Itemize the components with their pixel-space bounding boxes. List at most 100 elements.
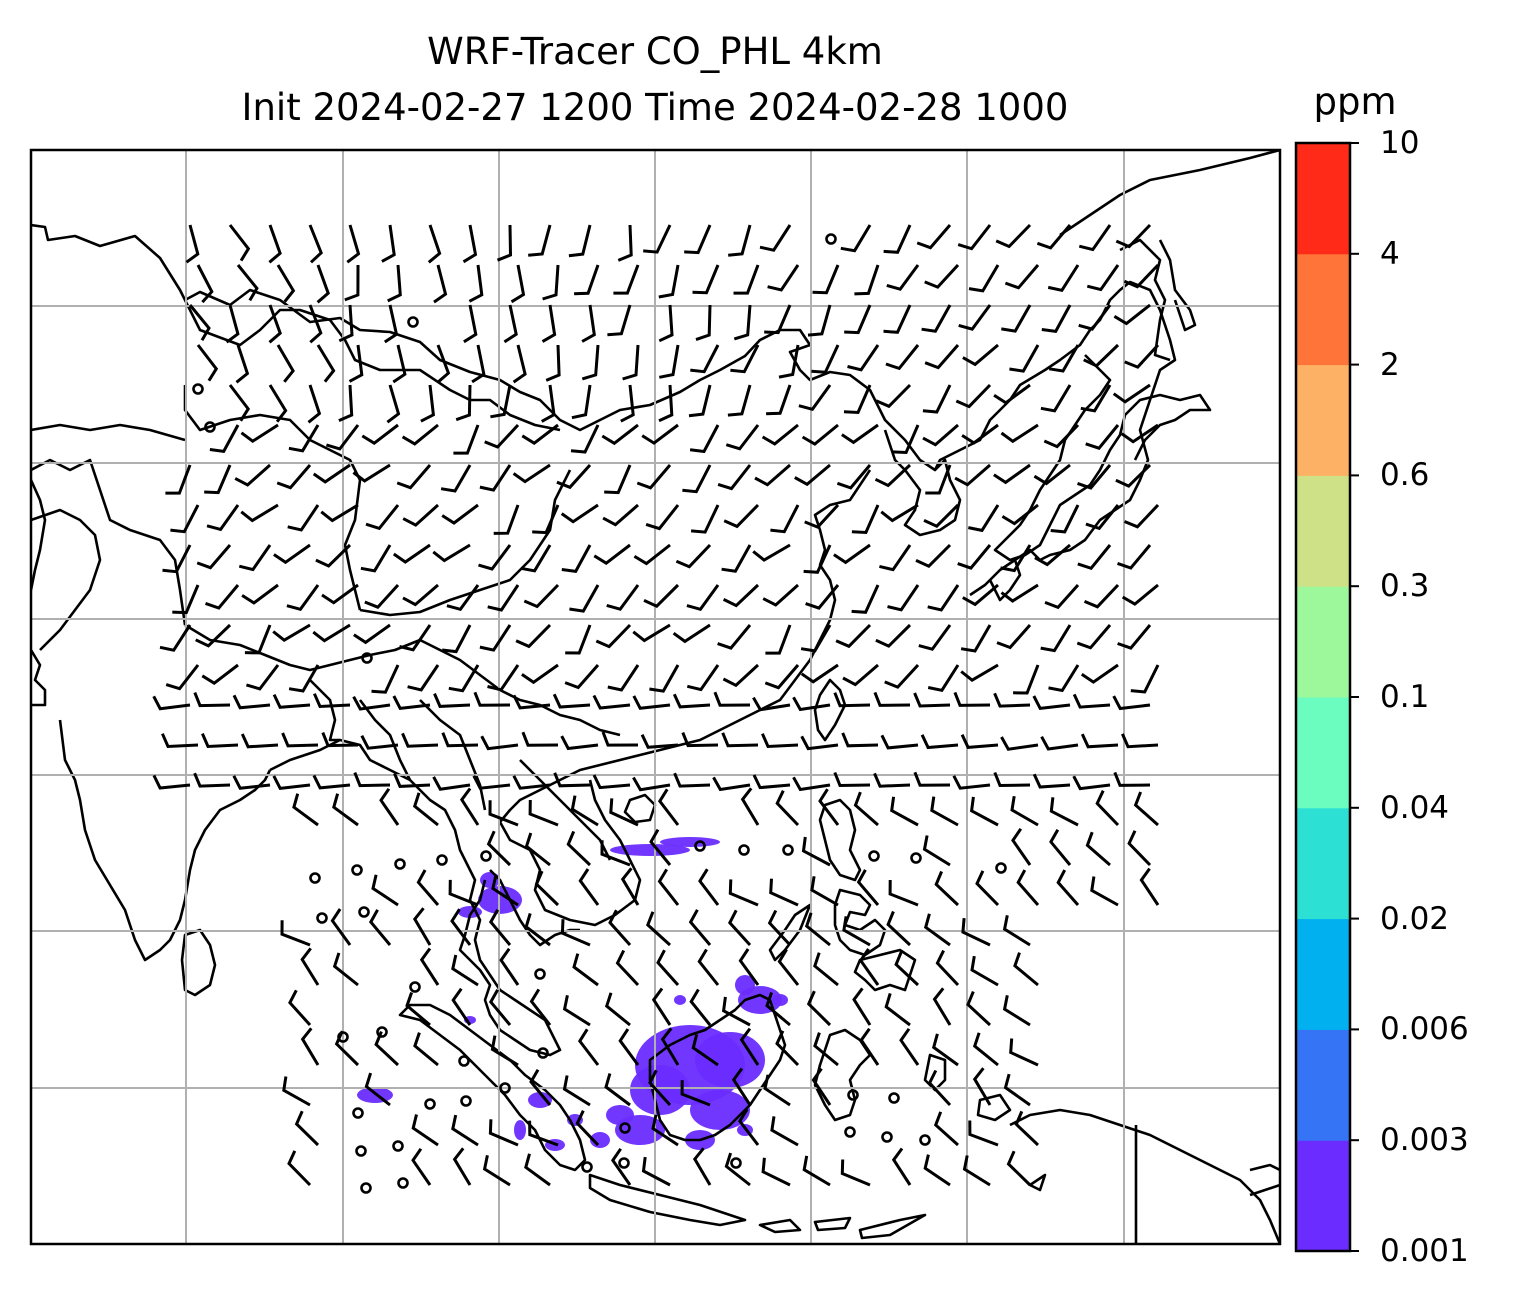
wind-barb [995, 223, 1032, 249]
tracer-patch [606, 1105, 634, 1125]
wind-barb [325, 424, 360, 451]
wind-barb [602, 503, 639, 527]
colorbar-segment [1296, 253, 1350, 366]
wind-barb [962, 583, 999, 607]
wind-barb [883, 224, 912, 254]
wind-barb [1115, 223, 1152, 249]
wind-barb [392, 695, 431, 711]
wind-barb [523, 583, 560, 609]
wind-barb [245, 664, 280, 691]
colorbar-tick-label: 10 [1380, 125, 1420, 161]
wind-barb [842, 916, 871, 947]
wind-barb [392, 344, 407, 384]
colorbar [1294, 141, 1359, 1253]
wind-barb [412, 792, 439, 827]
coastline-india [31, 649, 272, 962]
wind-barb [764, 304, 792, 335]
wind-barb [930, 796, 959, 827]
wind-barb [308, 304, 323, 344]
wind-barb [499, 947, 520, 986]
coastline-lesser-sunda [758, 1213, 927, 1240]
wind-barb [733, 264, 760, 295]
colorbar-tick-label: 0.02 [1380, 900, 1450, 937]
wind-barb [353, 623, 391, 645]
wind-barb [764, 664, 800, 690]
wind-barb [491, 874, 519, 907]
colorbar-segment [1296, 586, 1350, 698]
wind-barb [510, 264, 526, 304]
border-india-north [31, 458, 187, 626]
wind-barb [1048, 344, 1080, 373]
wind-barb [672, 693, 711, 709]
border-central-asia [31, 423, 186, 442]
wind-barb [307, 384, 322, 424]
wind-barb [348, 344, 364, 383]
calm-marker [782, 844, 794, 856]
wind-barb [813, 952, 839, 987]
wind-barb [488, 1119, 519, 1147]
wind-barb [1139, 867, 1160, 906]
calm-marker [480, 850, 492, 862]
wind-barb [833, 692, 871, 708]
wind-barb [595, 623, 632, 649]
wind-barb [922, 835, 951, 867]
colorbar-segment [1296, 475, 1350, 587]
wind-barb [577, 1028, 600, 1066]
wind-barb [730, 344, 760, 374]
wind-barb [490, 384, 512, 419]
wind-barb [966, 991, 992, 1027]
coastline-china-east [498, 469, 872, 927]
wind-barb [1040, 624, 1072, 653]
wind-barb [300, 947, 320, 986]
wind-barb [532, 504, 560, 535]
border-pakistan [31, 508, 102, 651]
wind-barb [433, 693, 471, 708]
wind-barb [300, 1027, 320, 1066]
wind-barb [607, 304, 632, 337]
wind-barb [761, 1157, 791, 1187]
wind-barb [321, 583, 359, 605]
wind-barb [770, 504, 800, 534]
wind-barb [287, 504, 320, 532]
wind-barb [759, 224, 792, 252]
wind-barb [1047, 264, 1080, 292]
wind-barb [578, 868, 600, 906]
wind-barb [560, 919, 591, 947]
tracer-patch [735, 975, 755, 995]
wind-barb [888, 879, 919, 907]
wind-barb [801, 423, 839, 446]
wind-barb [884, 992, 911, 1027]
wind-barb [1013, 952, 1039, 987]
wind-barb [935, 949, 960, 987]
calm-marker [337, 1031, 349, 1043]
wind-barb [201, 733, 239, 749]
wind-barb [286, 584, 320, 612]
wind-barb [806, 990, 832, 1027]
wind-barb [574, 264, 600, 296]
wind-barb [159, 624, 192, 652]
wind-barb [565, 624, 592, 655]
tracer-patch [660, 837, 720, 847]
wind-barb [695, 304, 712, 342]
wind-barb [490, 1035, 519, 1067]
wind-barb [913, 692, 951, 708]
wind-barb [560, 735, 599, 751]
wind-barb [353, 772, 391, 788]
wind-barb [381, 224, 396, 263]
wind-barb [332, 793, 359, 827]
wind-barb [1000, 423, 1039, 444]
wind-barb [383, 304, 399, 344]
coastline-mindanao [853, 948, 917, 992]
colorbar-segment [1296, 1029, 1350, 1141]
wind-barb [364, 583, 400, 609]
wind-barb [692, 264, 720, 295]
wind-barb [766, 384, 792, 416]
wind-barb [684, 224, 712, 255]
wind-barb [712, 776, 751, 792]
wind-barb [927, 664, 960, 692]
wind-barb [769, 878, 799, 907]
wind-barb [657, 868, 680, 906]
wind-barb [413, 1032, 439, 1067]
wind-barb [272, 775, 311, 791]
